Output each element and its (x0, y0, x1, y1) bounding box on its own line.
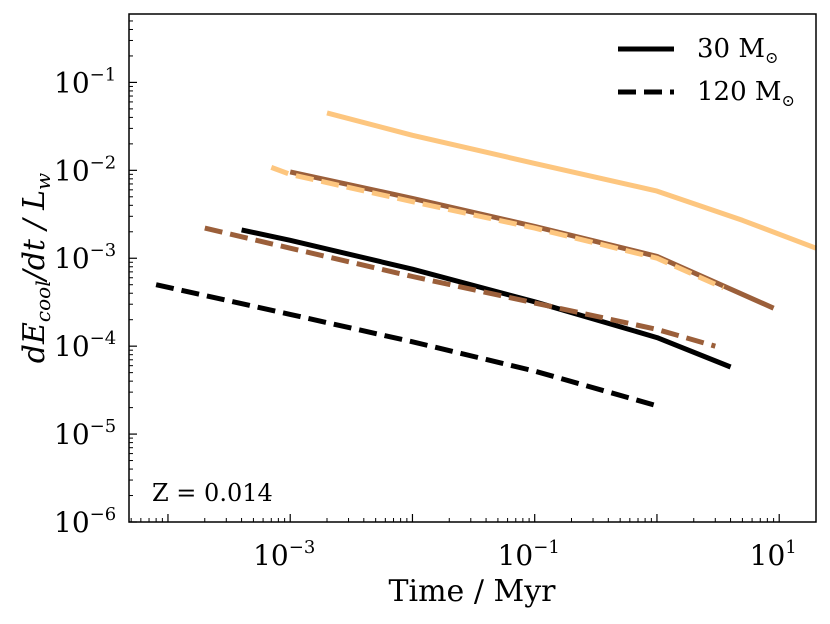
x-axis-title: Time / Myr (389, 574, 557, 609)
ticks-layer: 10−3 10−1 101 10−1 10−2 10−3 10−4 10−5 10−6 (54, 20, 797, 572)
legend-label-120: 120 M⊙ (697, 77, 795, 110)
series-line-3 (204, 225, 716, 349)
x-tick-label: 101 (750, 537, 797, 572)
svg-text:dEcool/dt / Lw: dEcool/dt / Lw (17, 173, 55, 363)
y-tick-label: 10−1 (54, 64, 116, 99)
series-line-0 (241, 227, 732, 370)
plot-area-frame (128, 13, 817, 523)
x-tick-label: 10−1 (498, 537, 560, 572)
legend: 30 M⊙ 120 M⊙ (618, 34, 795, 110)
y-tick-label: 10−6 (54, 504, 116, 539)
series-line-4 (326, 110, 817, 251)
series-line-1 (155, 282, 658, 409)
y-tick-label: 10−2 (54, 152, 116, 187)
y-axis-title: dEcool/dt / Lw (17, 173, 55, 363)
y-tick-label: 10−4 (54, 328, 116, 363)
x-tick-label: 10−3 (253, 537, 315, 572)
y-tick-label: 10−3 (54, 240, 116, 275)
metallicity-annotation: Z = 0.014 (152, 479, 273, 507)
y-tick-label: 10−5 (54, 416, 116, 451)
series-line-5 (270, 165, 725, 291)
legend-label-30: 30 M⊙ (697, 34, 778, 67)
series-layer (155, 110, 817, 409)
